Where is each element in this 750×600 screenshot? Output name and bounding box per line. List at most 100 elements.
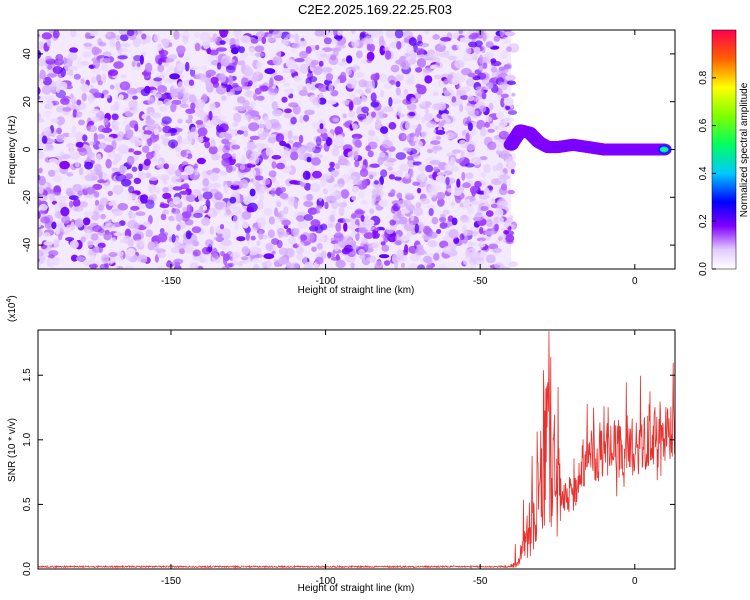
noise-blob: [248, 122, 260, 132]
noise-blob: [160, 38, 171, 45]
noise-blob: [320, 223, 328, 231]
noise-blob: [467, 72, 476, 78]
snr-plot-area: [38, 330, 675, 569]
noise-blob: [219, 30, 228, 38]
noise-blob: [474, 110, 480, 116]
noise-blob: [206, 47, 212, 55]
noise-blob: [416, 58, 427, 68]
noise-blob: [351, 39, 360, 48]
noise-blob: [232, 214, 240, 225]
noise-blob: [56, 127, 62, 135]
spectrogram-y-tick-label: 20: [22, 96, 33, 108]
spectrogram-signal-track: [503, 124, 672, 156]
noise-blob: [371, 196, 376, 207]
noise-blob: [417, 123, 422, 134]
noise-blob: [89, 88, 99, 95]
noise-blob: [239, 179, 249, 189]
noise-blob: [276, 162, 285, 170]
noise-blob: [485, 254, 496, 264]
noise-blob: [299, 63, 309, 74]
noise-blob: [208, 145, 218, 155]
noise-blob: [407, 155, 414, 161]
noise-blob: [464, 105, 474, 112]
noise-blob: [50, 118, 60, 123]
noise-blob: [152, 144, 161, 153]
noise-blob: [57, 54, 62, 63]
noise-blob: [103, 136, 114, 142]
noise-blob: [117, 144, 129, 155]
noise-blob: [470, 156, 482, 166]
noise-blob: [415, 202, 422, 209]
noise-blob: [83, 42, 92, 47]
noise-blob: [174, 261, 181, 268]
noise-blob: [153, 34, 161, 43]
noise-blob: [335, 254, 340, 261]
noise-blob: [268, 86, 278, 96]
noise-blob: [441, 113, 448, 120]
noise-blob: [506, 46, 512, 53]
noise-blob: [288, 236, 296, 245]
noise-blob: [145, 151, 154, 160]
noise-blob: [395, 152, 407, 160]
noise-blob: [410, 97, 416, 103]
noise-blob: [122, 119, 130, 126]
noise-blob: [500, 97, 505, 108]
noise-blob: [482, 62, 488, 69]
noise-blob: [256, 240, 261, 247]
noise-blob: [157, 64, 165, 73]
noise-blob: [159, 174, 170, 181]
noise-blob: [170, 89, 179, 99]
noise-blob: [365, 145, 372, 152]
noise-blob: [360, 92, 365, 98]
noise-blob: [369, 163, 380, 168]
noise-blob: [190, 65, 200, 71]
noise-blob: [196, 157, 206, 165]
noise-blob: [40, 216, 51, 224]
noise-blob: [219, 224, 225, 230]
noise-blob: [177, 81, 184, 90]
noise-blob: [322, 47, 333, 52]
noise-blob: [280, 187, 286, 193]
noise-blob: [218, 73, 227, 83]
noise-blob: [137, 128, 143, 133]
noise-blob: [326, 195, 337, 204]
noise-blob: [467, 205, 474, 215]
noise-blob: [380, 126, 389, 134]
noise-blob: [160, 213, 167, 221]
noise-blob: [98, 41, 107, 47]
noise-blob: [111, 237, 116, 243]
noise-blob: [315, 256, 324, 265]
noise-blob: [342, 235, 353, 243]
noise-blob: [363, 35, 373, 46]
noise-blob: [108, 252, 118, 257]
noise-blob: [133, 177, 142, 185]
noise-blob: [216, 47, 227, 52]
noise-blob: [94, 204, 106, 213]
noise-blob: [130, 205, 140, 211]
noise-blob: [303, 214, 314, 221]
noise-blob: [348, 78, 358, 85]
noise-blob: [271, 250, 276, 255]
noise-blob: [85, 229, 92, 240]
noise-blob: [420, 172, 426, 183]
noise-blob: [254, 45, 265, 53]
noise-blob: [195, 120, 204, 125]
noise-blob: [310, 183, 321, 192]
noise-blob: [116, 265, 124, 269]
noise-blob: [316, 234, 326, 243]
noise-blob: [417, 264, 426, 269]
colorbar: 0.0 0.2 0.4 0.6 0.8 Normalized spectral ampl…: [698, 29, 750, 276]
noise-blob: [147, 136, 153, 147]
noise-blob: [131, 166, 138, 172]
noise-blob: [476, 237, 486, 242]
noise-blob: [406, 45, 414, 54]
noise-blob: [352, 137, 361, 146]
noise-blob: [302, 256, 308, 265]
noise-blob: [118, 30, 128, 35]
noise-blob: [162, 187, 169, 193]
snr-multiplier: (x104): [6, 295, 18, 322]
noise-blob: [163, 178, 168, 186]
noise-blob: [351, 30, 356, 35]
noise-blob: [488, 243, 499, 250]
noise-blob: [340, 71, 347, 81]
